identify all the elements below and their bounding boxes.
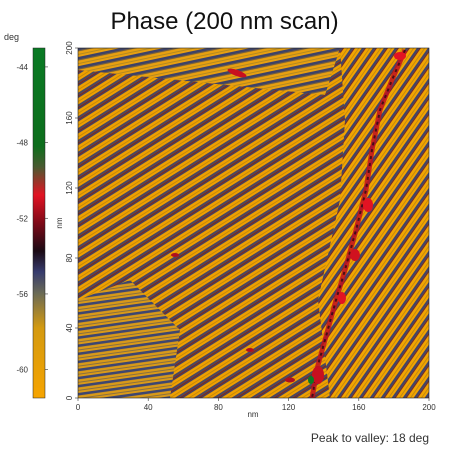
colorbar-tick-label: -48 [16, 139, 28, 148]
grain-upper-left [78, 48, 340, 95]
grain-lower-left [78, 280, 180, 398]
colorbar-tick-label: -44 [16, 63, 28, 72]
y-tick-label: 80 [65, 253, 74, 262]
colorbar-tick-label: -52 [16, 214, 28, 223]
colorbar-tick-label: -56 [16, 290, 28, 299]
peak-to-valley-label: Peak to valley: 18 deg [310, 431, 429, 445]
x-axis-label: nm [247, 410, 258, 419]
y-axis-ticks: 0 40 80 120 160 200 [65, 41, 78, 400]
x-tick-label: 0 [76, 403, 81, 412]
y-tick-label: 0 [65, 395, 74, 400]
x-tick-label: 40 [144, 403, 153, 412]
colorbar-ticks: -44 -48 -52 -56 -60 [16, 63, 48, 375]
phase-image [78, 48, 429, 398]
y-tick-label: 120 [65, 181, 74, 195]
x-tick-label: 120 [282, 403, 296, 412]
figure-title: Phase (200 nm scan) [110, 8, 339, 35]
grain-boundary [309, 49, 408, 398]
grain-right [318, 48, 429, 398]
y-tick-label: 160 [65, 111, 74, 125]
x-tick-label: 200 [422, 403, 436, 412]
y-axis-label: nm [55, 217, 64, 228]
plot-frame [77, 47, 430, 399]
colorbar-gradient [32, 47, 46, 399]
y-tick-label: 40 [65, 323, 74, 332]
y-tick-label: 200 [65, 41, 74, 55]
colorbar-tick-label: -60 [16, 366, 28, 375]
colorbar-unit-label: deg [4, 32, 20, 42]
x-tick-label: 160 [352, 403, 366, 412]
x-tick-label: 80 [214, 403, 223, 412]
x-axis-ticks: 0 40 80 120 160 200 [76, 398, 436, 412]
